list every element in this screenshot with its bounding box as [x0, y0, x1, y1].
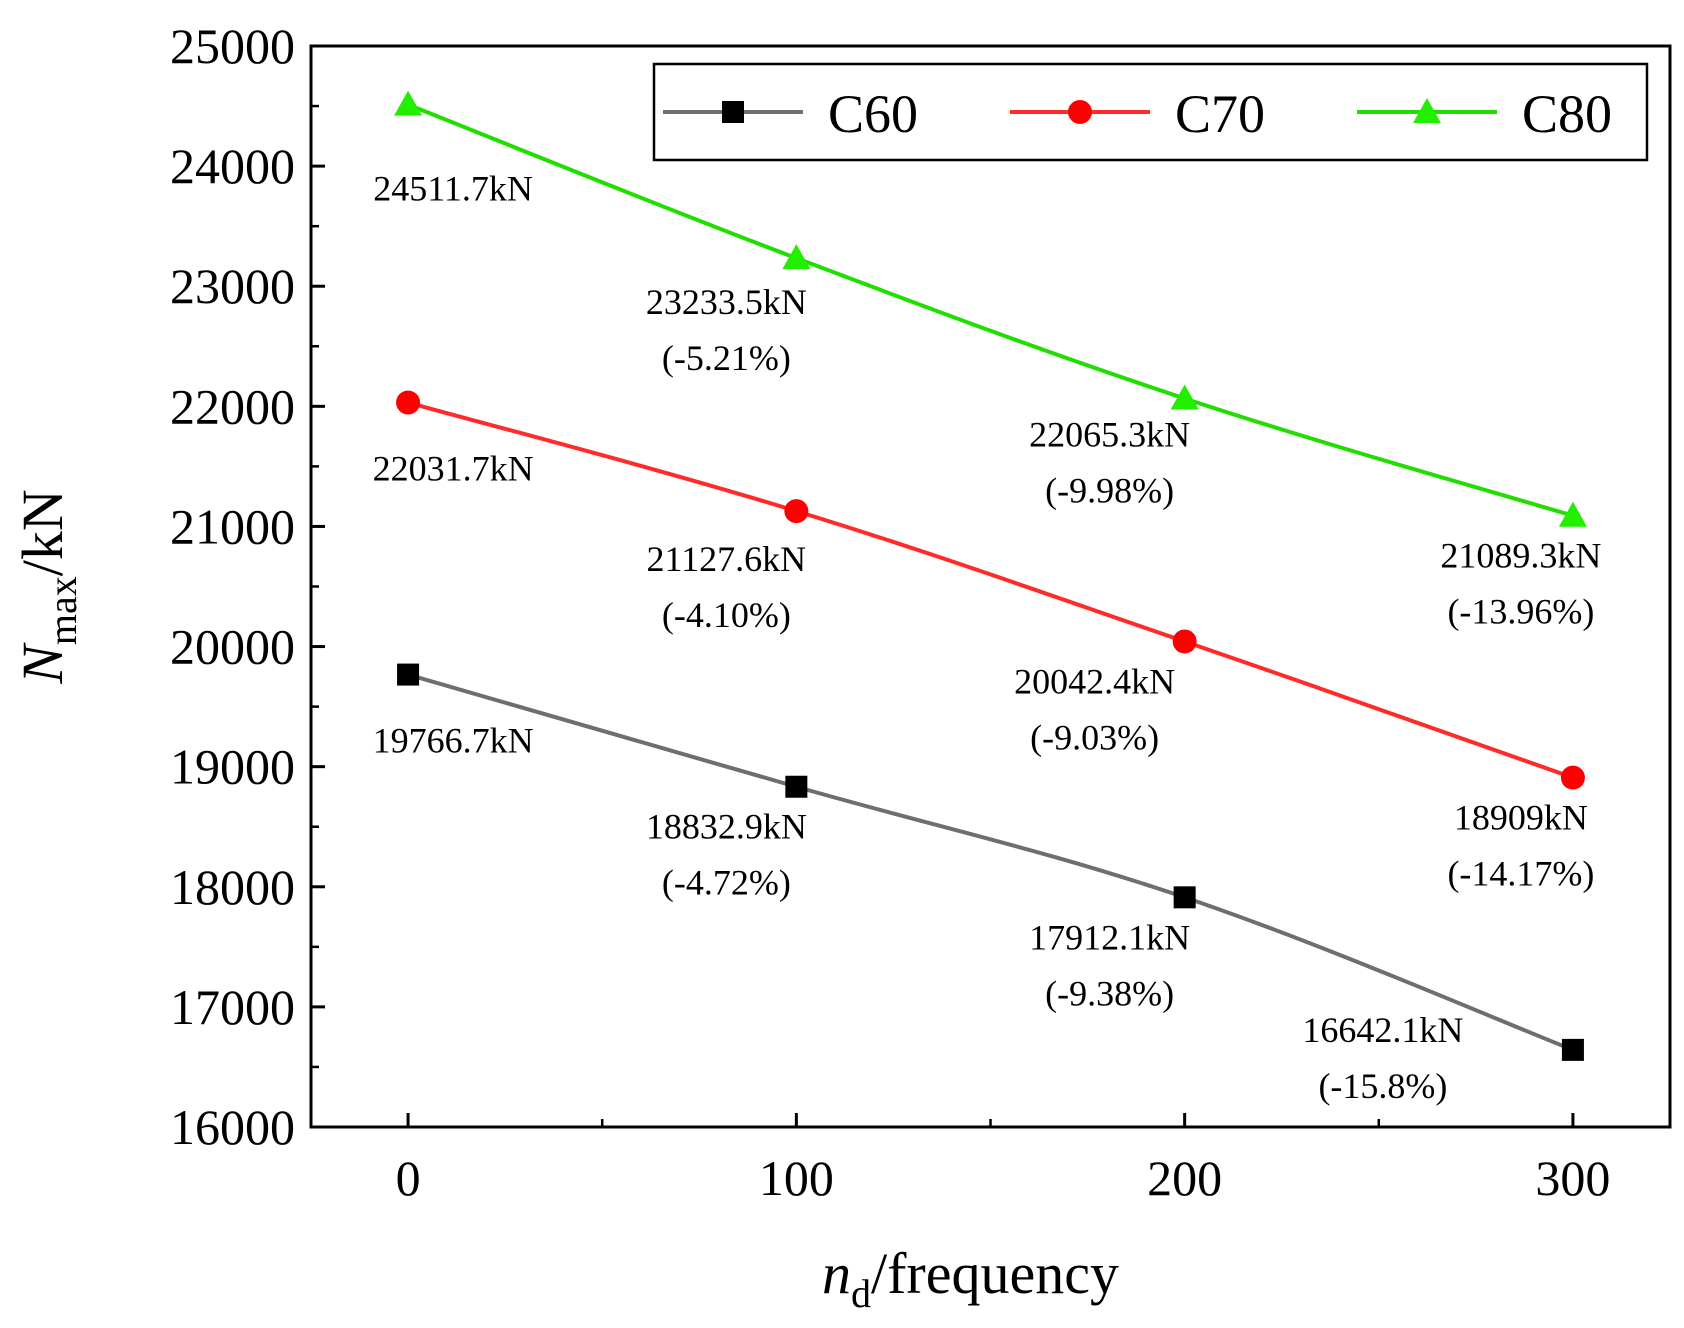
- data-label-c80: 21089.3kN: [1440, 536, 1601, 576]
- data-label-c80: (-5.21%): [662, 338, 791, 378]
- data-label-c80: 24511.7kN: [373, 169, 533, 209]
- data-point-c70: [1172, 629, 1197, 654]
- data-point-c80: [394, 90, 423, 116]
- data-point-c80: [1558, 501, 1587, 527]
- data-label-c70: 21127.6kN: [647, 539, 807, 579]
- data-point-c60: [397, 663, 420, 686]
- legend-label-c60: C60: [828, 84, 918, 144]
- data-label-c70: 22031.7kN: [373, 449, 534, 489]
- data-label-c70: (-14.17%): [1447, 854, 1594, 894]
- tick-layer: 16000 17000 18000 19000 20000 21000 22000 23000…: [170, 18, 1610, 1206]
- series-layer: [394, 90, 1587, 1061]
- x-axis-unit: /frequency: [871, 1241, 1119, 1306]
- y-tick-label: 16000: [170, 1099, 295, 1155]
- y-tick-label: 24000: [170, 138, 295, 194]
- data-label-c60: 16642.1kN: [1302, 1010, 1463, 1050]
- data-point-c70: [396, 390, 421, 415]
- y-axis-title: Nmax/kN: [10, 489, 85, 685]
- data-point-c70: [784, 499, 809, 524]
- data-label-c70: 18909kN: [1454, 798, 1588, 838]
- data-label-c80: (-9.98%): [1045, 470, 1174, 510]
- x-axis-sub: d: [851, 1271, 871, 1316]
- y-axis-unit: /kN: [10, 489, 75, 576]
- x-axis-var: n: [822, 1241, 851, 1306]
- data-point-c70: [1560, 765, 1585, 790]
- legend-marker-c80: [1413, 98, 1441, 123]
- data-point-c80: [782, 244, 811, 270]
- x-tick-label: 0: [396, 1150, 421, 1206]
- data-point-c60: [785, 775, 808, 798]
- data-label-c80: 22065.3kN: [1029, 414, 1190, 454]
- data-point-c80: [1170, 384, 1199, 410]
- y-tick-label: 25000: [170, 18, 295, 74]
- data-label-c80: 23233.5kN: [646, 282, 807, 322]
- plot-frame: [309, 44, 1672, 1129]
- y-tick-label: 22000: [170, 378, 295, 434]
- y-tick-label: 17000: [170, 979, 295, 1035]
- series-line-c60: [407, 672, 1574, 1052]
- series-line-c70: [407, 400, 1574, 780]
- data-label-c70: 20042.4kN: [1014, 661, 1175, 701]
- data-label-c60: 17912.1kN: [1029, 917, 1190, 957]
- y-tick-label: 21000: [170, 498, 295, 554]
- legend-label-c80: C80: [1522, 84, 1612, 144]
- data-label-c60: (-9.38%): [1045, 973, 1174, 1013]
- x-axis-title: nd/frequency: [822, 1241, 1119, 1316]
- legend: C60 C70 C80: [652, 62, 1649, 162]
- legend-marker-c60: [722, 101, 744, 123]
- data-point-c60: [1561, 1038, 1584, 1061]
- data-label-c60: 19766.7kN: [373, 721, 534, 761]
- data-label-c80: (-13.96%): [1447, 592, 1594, 632]
- data-label-c70: (-9.03%): [1030, 717, 1159, 757]
- y-tick-label: 19000: [170, 739, 295, 795]
- x-tick-label: 300: [1535, 1150, 1610, 1206]
- series-line-c80: [407, 102, 1574, 518]
- y-tick-label: 18000: [170, 859, 295, 915]
- data-label-c70: (-4.10%): [662, 595, 791, 635]
- data-label-layer: 19766.7kN 18832.9kN (-4.72%) 17912.1kN (-9.3…: [373, 169, 1602, 1106]
- data-label-c60: 18832.9kN: [646, 807, 807, 847]
- x-tick-label: 100: [759, 1150, 834, 1206]
- y-tick-label: 23000: [170, 258, 295, 314]
- legend-marker-c70: [1068, 100, 1092, 124]
- y-axis-sub: max: [40, 576, 85, 645]
- data-label-c60: (-4.72%): [662, 863, 791, 903]
- legend-label-c70: C70: [1175, 84, 1265, 144]
- y-tick-label: 20000: [170, 619, 295, 675]
- y-axis-var: N: [10, 642, 75, 685]
- data-label-c60: (-15.8%): [1318, 1066, 1447, 1106]
- x-tick-label: 200: [1147, 1150, 1222, 1206]
- data-point-c60: [1173, 886, 1196, 909]
